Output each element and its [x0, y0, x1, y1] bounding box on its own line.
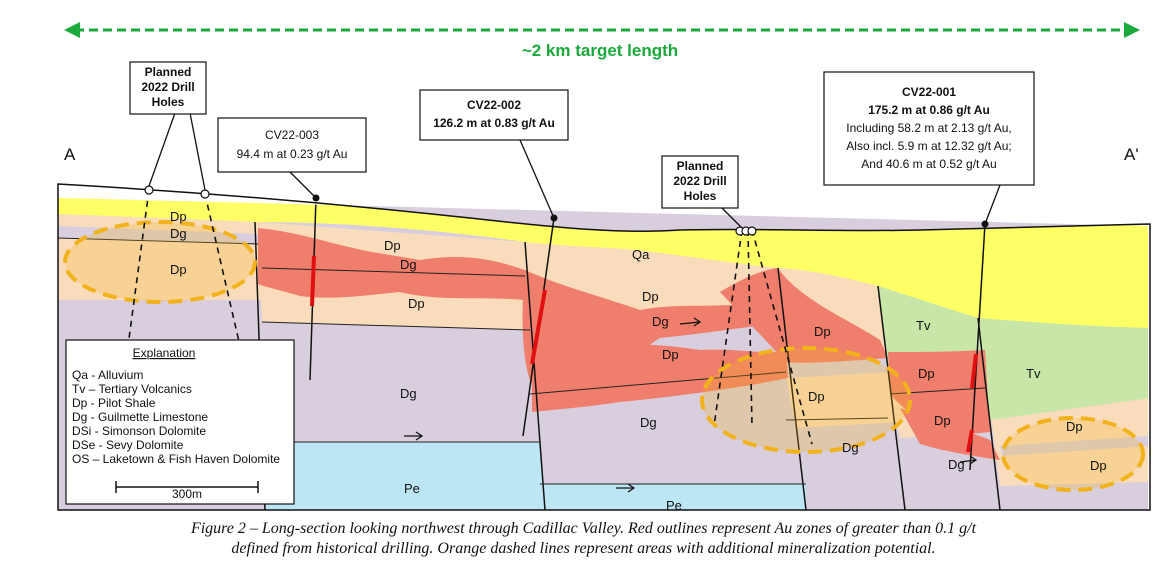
- dg-thin-band-right: [786, 358, 890, 378]
- label-dg: Dg: [842, 440, 859, 455]
- label-dg: Dg: [652, 314, 669, 329]
- contact-lines: [58, 237, 986, 485]
- legend-item: Tv – Tertiary Volcanics: [72, 382, 192, 396]
- label-dp: Dp: [408, 296, 425, 311]
- label-tv: Tv: [916, 318, 931, 333]
- label-dp: Dp: [918, 366, 935, 381]
- au-zone-right: [888, 350, 990, 434]
- unit-labels: Dp Dg Dp Dp Dg Dp Dg Pe Qa Dp Dg Dp Dg P…: [170, 209, 1107, 513]
- label-dp: Dp: [662, 347, 679, 362]
- endpoint-a-prime-label: A': [1124, 145, 1139, 164]
- label-dp: Dp: [642, 289, 659, 304]
- potential-zone-center: [700, 346, 912, 454]
- planned-holes-line3: Holes: [152, 95, 185, 109]
- target-length-label: ~2 km target length: [522, 41, 678, 60]
- scale-bar-label: 300m: [172, 487, 202, 501]
- explanation-legend: Explanation Qa - Alluvium Tv – Tertiary …: [65, 339, 295, 505]
- planned-holes-line3: Holes: [684, 189, 717, 203]
- label-dp: Dp: [384, 238, 401, 253]
- drill-intercepts: [310, 255, 978, 453]
- legend-item: OS – Laketown & Fish Haven Dolomite: [72, 452, 280, 466]
- legend-item: Dp - Pilot Shale: [72, 396, 156, 410]
- label-pe: Pe: [404, 481, 420, 496]
- legend-item: DSe - Sevy Dolomite: [72, 438, 184, 452]
- label-dp: Dp: [814, 324, 831, 339]
- qa-alluvium: [58, 198, 1148, 328]
- planned-holes-line2: 2022 Drill: [141, 80, 194, 94]
- label-dp: Dp: [170, 209, 187, 224]
- au-zone-right-lower: [900, 408, 1000, 460]
- planned-holes-line1: Planned: [145, 65, 192, 79]
- cv22-002-callout: CV22-002 126.2 m at 0.83 g/t Au: [419, 89, 569, 141]
- pe-unit-left: [265, 442, 545, 510]
- endpoint-a-label: A: [64, 145, 76, 164]
- scale-bar: [115, 481, 259, 493]
- au-zone-upper-right: [720, 268, 888, 363]
- potential-zone-right: [1001, 416, 1145, 492]
- label-pe: Pe: [666, 498, 682, 513]
- label-tv: Tv: [1026, 366, 1041, 381]
- label-dg: Dg: [948, 457, 965, 472]
- fault-lines: [254, 221, 1001, 510]
- label-dp: Dp: [934, 413, 951, 428]
- label-qa: Qa: [632, 247, 650, 262]
- dg-thin-band-far-right: [1000, 436, 1148, 456]
- label-dg: Dg: [400, 257, 417, 272]
- planned-drill-traces: [127, 198, 813, 445]
- legend-item: Qa - Alluvium: [72, 368, 143, 382]
- cv22-002-hole: CV22-002: [467, 98, 521, 112]
- legend-item: DSi - Simonson Dolomite: [72, 424, 206, 438]
- cv22-003-callout: CV22-003 94.4 m at 0.23 g/t Au: [217, 117, 367, 173]
- au-zone-center-lower: [532, 340, 788, 412]
- label-dp: Dp: [1066, 419, 1083, 434]
- label-dp: Dp: [170, 262, 187, 277]
- label-dp: Dp: [808, 389, 825, 404]
- planned-holes-line2: 2022 Drill: [673, 174, 726, 188]
- pe-unit-center: [540, 484, 806, 510]
- tv-unit-right: [978, 318, 1148, 420]
- potential-zone-left: [63, 220, 257, 304]
- caption-line-2: defined from historical drilling. Orange…: [231, 540, 936, 557]
- cv22-001-and: And 40.6 m at 0.52 g/t Au: [861, 157, 996, 171]
- planned-holes-callout-left: Planned 2022 Drill Holes: [129, 61, 207, 115]
- label-dp: Dp: [1090, 458, 1107, 473]
- planned-holes-callout-center: Planned 2022 Drill Holes: [661, 155, 739, 209]
- section-outline: [57, 183, 1151, 511]
- legend-item: Dg - Guilmette Limestone: [72, 410, 208, 424]
- label-dg: Dg: [400, 386, 417, 401]
- label-dg: Dg: [640, 415, 657, 430]
- cv22-002-result: 126.2 m at 0.83 g/t Au: [433, 116, 555, 130]
- cv22-001-callout: CV22-001 175.2 m at 0.86 g/t Au Includin…: [823, 71, 1035, 186]
- dp-band-right-low: [786, 372, 900, 428]
- target-length-arrow: [64, 22, 1140, 38]
- cv22-003-hole: CV22-003: [265, 128, 319, 142]
- cv22-001-result: 175.2 m at 0.86 g/t Au: [868, 103, 990, 117]
- au-zone-left: [258, 228, 525, 300]
- cv22-003-result: 94.4 m at 0.23 g/t Au: [237, 147, 348, 161]
- explanation-title: Explanation: [133, 346, 196, 360]
- callout-leaders: [148, 112, 1001, 229]
- figure-caption: Figure 2 – Long-section looking northwes…: [40, 519, 1127, 559]
- fault-arrows: [404, 317, 978, 493]
- cv22-001-including: Including 58.2 m at 2.13 g/t Au,: [846, 121, 1011, 135]
- planned-holes-line1: Planned: [677, 159, 724, 173]
- cv22-001-also: Also incl. 5.9 m at 12.32 g/t Au;: [846, 139, 1011, 153]
- label-dg: Dg: [170, 226, 187, 241]
- caption-line-1: Figure 2 – Long-section looking northwes…: [190, 520, 977, 537]
- cv22-001-hole: CV22-001: [902, 85, 956, 99]
